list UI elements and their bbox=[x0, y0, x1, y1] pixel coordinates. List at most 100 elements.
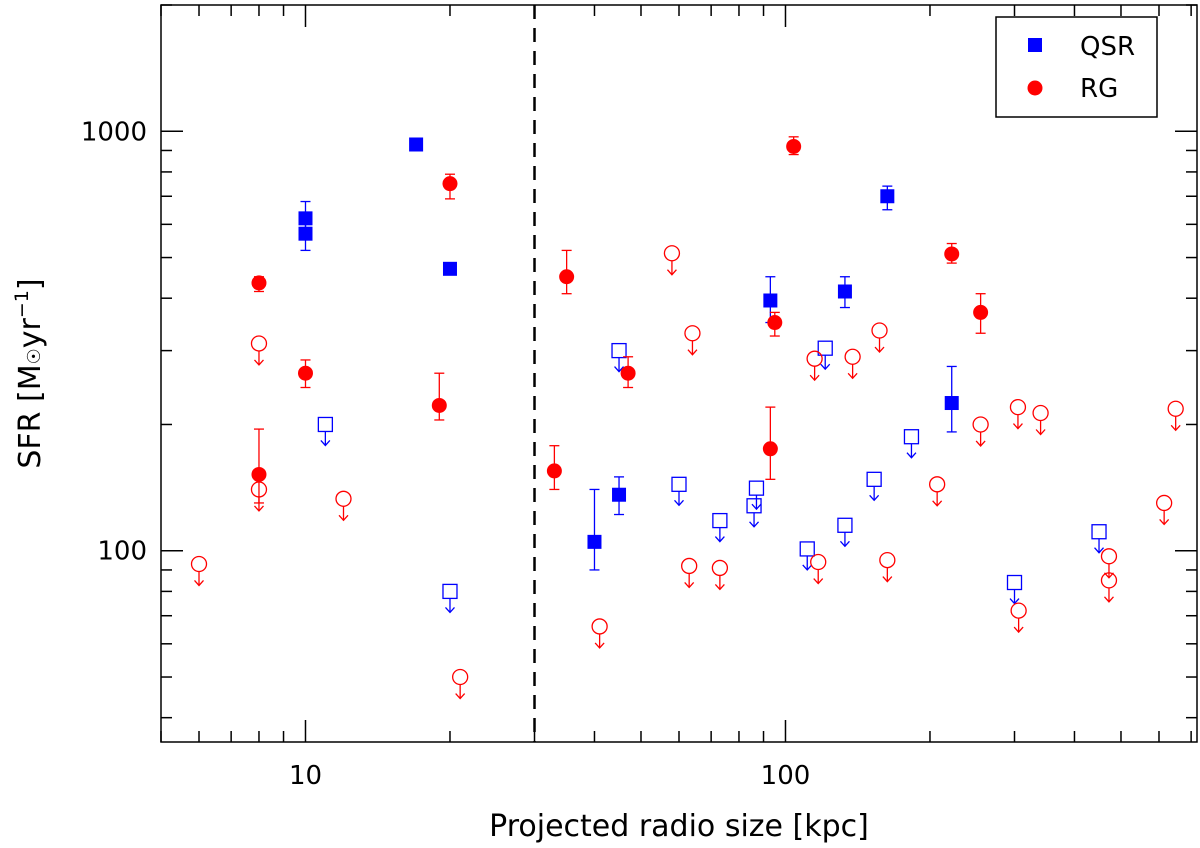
rg-limit-arrowhead bbox=[1013, 626, 1024, 634]
rg-upper-limit bbox=[1100, 548, 1118, 565]
qsr-limit-arrowhead bbox=[820, 363, 831, 371]
x-tick-label: 100 bbox=[761, 761, 811, 791]
data-marks bbox=[190, 136, 1184, 700]
qsr-limit-arrowhead bbox=[869, 494, 880, 502]
rg-limit-arrowhead bbox=[1103, 572, 1114, 579]
rg-limit-arrowhead bbox=[687, 349, 698, 356]
qsr-point bbox=[763, 293, 778, 308]
x-axis-title: Projected radio size [kpc] bbox=[489, 809, 869, 844]
rg-point bbox=[620, 365, 636, 381]
rg-limit-arrowhead bbox=[874, 346, 885, 353]
rg-point bbox=[251, 466, 267, 482]
rg-upper-limit bbox=[1009, 398, 1027, 416]
rg-upper-limit bbox=[711, 559, 729, 577]
legend-rg-label: RG bbox=[1080, 74, 1118, 104]
rg-limit-arrowhead bbox=[1035, 429, 1046, 436]
rg-limit-arrowhead bbox=[594, 642, 605, 649]
rg-limit-arrowhead bbox=[1159, 519, 1170, 526]
plot-frame bbox=[160, 4, 1198, 743]
qsr-point bbox=[587, 534, 602, 549]
rg-point bbox=[431, 397, 447, 413]
y-axis-title-unit: yr bbox=[13, 317, 48, 348]
x-tick-label: 10 bbox=[289, 761, 322, 791]
qsr-limit-arrowhead bbox=[906, 452, 917, 459]
rg-upper-limit bbox=[871, 322, 888, 339]
legend: QSR RG bbox=[995, 16, 1158, 118]
legend-rg-marker bbox=[1027, 80, 1043, 96]
qsr-upper-limit bbox=[442, 583, 458, 600]
rg-upper-limit bbox=[591, 618, 608, 635]
tick-labels: 10 100 100 1000 bbox=[81, 117, 810, 791]
qsr-upper-limit bbox=[317, 416, 334, 433]
y-tick-label: 100 bbox=[97, 537, 147, 567]
rg-limit-arrowhead bbox=[666, 269, 677, 276]
qsr-limit-arrowhead bbox=[839, 540, 850, 548]
qsr-upper-limit bbox=[611, 342, 627, 359]
rg-limit-arrowhead bbox=[809, 374, 820, 382]
qsr-limit-arrowhead bbox=[714, 536, 725, 543]
rg-upper-limit bbox=[250, 335, 268, 352]
rg-upper-limit bbox=[663, 245, 681, 262]
qsr-upper-limit bbox=[799, 541, 815, 557]
rg-upper-limit bbox=[681, 557, 698, 575]
qsr-limit-arrowhead bbox=[802, 564, 813, 571]
rg-limit-arrowhead bbox=[253, 359, 264, 366]
rg-upper-limit bbox=[190, 555, 208, 573]
rg-upper-limit bbox=[1010, 602, 1027, 619]
qsr-point bbox=[298, 211, 313, 226]
rg-limit-arrowhead bbox=[1103, 596, 1114, 603]
qsr-upper-limit bbox=[866, 471, 882, 487]
rg-upper-limit bbox=[806, 350, 823, 367]
qsr-upper-limit bbox=[748, 480, 765, 496]
qsr-upper-limit bbox=[837, 517, 853, 533]
rg-limit-arrowhead bbox=[1012, 423, 1023, 430]
qsr-upper-limit bbox=[671, 476, 687, 492]
qsr-point bbox=[880, 189, 895, 204]
qsr-upper-limit bbox=[903, 429, 920, 445]
qsr-point bbox=[612, 487, 627, 502]
qsr-limit-arrowhead bbox=[320, 440, 331, 447]
qsr-point bbox=[837, 284, 852, 299]
qsr-limit-arrowhead bbox=[1009, 598, 1020, 605]
rg-limit-arrowhead bbox=[338, 514, 349, 522]
qsr-point bbox=[409, 137, 424, 152]
rg-upper-limit bbox=[879, 551, 896, 569]
qsr-limit-arrowhead bbox=[1094, 547, 1105, 554]
y-axis-title-exponent: −1 bbox=[11, 290, 33, 318]
rg-upper-limit bbox=[1167, 400, 1184, 417]
rg-limit-arrowhead bbox=[1170, 424, 1181, 432]
rg-limit-arrowhead bbox=[813, 578, 824, 585]
qsr-point bbox=[442, 261, 457, 276]
rg-limit-arrowhead bbox=[684, 582, 695, 589]
rg-upper-limit bbox=[335, 490, 352, 507]
qsr-limit-arrowhead bbox=[674, 499, 684, 507]
rg-upper-limit bbox=[844, 348, 861, 365]
rg-point bbox=[546, 463, 562, 479]
qsr-limit-arrowhead bbox=[749, 521, 760, 528]
rg-upper-limit bbox=[1032, 404, 1049, 422]
rg-upper-limit bbox=[810, 553, 827, 571]
rg-point bbox=[251, 275, 267, 291]
qsr-upper-limit bbox=[712, 512, 728, 529]
rg-limit-arrowhead bbox=[932, 500, 943, 507]
rg-upper-limit bbox=[1155, 494, 1173, 512]
rg-upper-limit bbox=[972, 416, 989, 433]
rg-point bbox=[559, 269, 575, 285]
rg-point bbox=[944, 246, 960, 262]
rg-upper-limit bbox=[928, 476, 946, 493]
rg-limit-arrowhead bbox=[714, 583, 725, 591]
rg-point bbox=[786, 138, 802, 154]
rg-limit-arrowhead bbox=[847, 372, 858, 380]
rg-point bbox=[297, 365, 313, 381]
rg-limit-arrowhead bbox=[253, 505, 264, 512]
rg-point bbox=[442, 176, 458, 192]
rg-limit-arrowhead bbox=[882, 576, 893, 583]
qsr-point bbox=[944, 396, 959, 411]
rg-point bbox=[973, 304, 989, 320]
qsr-upper-limit bbox=[1006, 574, 1023, 591]
legend-qsr-marker bbox=[1028, 38, 1042, 52]
y-axis-title: SFR [M☉yr−1] bbox=[11, 278, 48, 468]
y-axis-title-main: SFR [M bbox=[13, 364, 48, 468]
rg-limit-arrowhead bbox=[455, 693, 466, 700]
